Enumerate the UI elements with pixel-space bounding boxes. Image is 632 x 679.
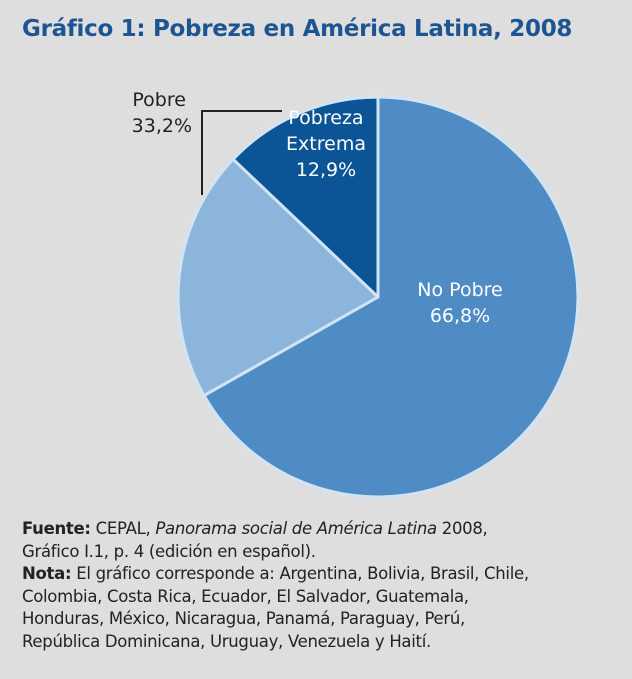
- slice-label-line: 66,8%: [430, 305, 490, 327]
- pobre-label: Pobre 33,2%: [132, 89, 192, 137]
- slice-label-line: Extrema: [286, 133, 366, 155]
- source-label: Fuente:: [22, 519, 91, 538]
- source-rest: 2008,: [436, 519, 488, 538]
- slice-label: Pobreza Extrema 12,9%: [286, 107, 366, 181]
- note-line: Colombia, Costa Rica, Ecuador, El Salvad…: [22, 586, 469, 606]
- source-title: Panorama social de América Latina: [155, 519, 437, 538]
- pobre-bracket-line: [201, 110, 282, 195]
- slice-label-line: Pobreza: [288, 107, 363, 129]
- note-line: Honduras, México, Nicaragua, Panamá, Par…: [22, 609, 465, 628]
- source-line: Fuente: CEPAL, Panorama social de Améric…: [22, 518, 529, 541]
- slice-label-line: No Pobre: [417, 279, 502, 301]
- slice-label-line: 12,9%: [296, 159, 356, 181]
- source-line-2: Gráfico I.1, p. 4 (edición en español).: [22, 541, 316, 561]
- note-label: Nota:: [22, 564, 72, 583]
- pie-rim: [176, 95, 580, 499]
- note-line: Nota: El gráfico corresponde a: Argentin…: [22, 563, 529, 586]
- chart-notes: Fuente: CEPAL, Panorama social de Améric…: [22, 518, 529, 653]
- note-line: República Dominicana, Uruguay, Venezuela…: [22, 631, 431, 651]
- note-text: El gráfico corresponde a: Argentina, Bol…: [71, 564, 529, 583]
- pobre-label-name: Pobre: [132, 89, 186, 111]
- chart-title: Gráfico 1: Pobreza en América Latina, 20…: [22, 16, 573, 42]
- slice-label: No Pobre 66,8%: [417, 279, 502, 327]
- source-org: CEPAL,: [90, 519, 156, 538]
- pobre-label-value: 33,2%: [132, 115, 192, 137]
